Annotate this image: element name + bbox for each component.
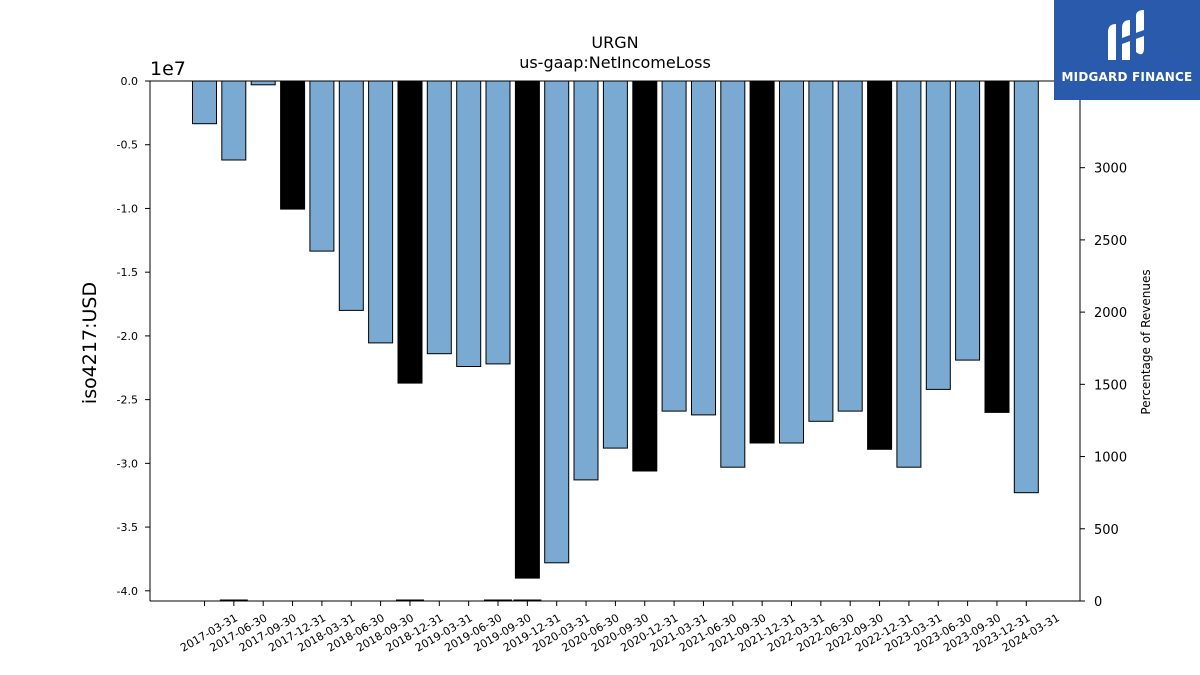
midgard-logo-icon xyxy=(1108,10,1144,60)
logo-text: MIDGARD FINANCE xyxy=(1061,70,1193,84)
y2-tick-label: 1500 xyxy=(1094,378,1127,393)
bar xyxy=(749,80,775,444)
bar xyxy=(426,80,452,355)
y-tick-label: -0.5 xyxy=(117,139,138,152)
bar xyxy=(602,80,628,449)
bar xyxy=(896,80,922,468)
bar xyxy=(632,80,658,472)
bar xyxy=(779,80,804,444)
y2-tick-label: 3000 xyxy=(1094,162,1127,177)
y-tick-label: -2.0 xyxy=(117,330,138,343)
bar xyxy=(192,80,217,125)
midgard-finance-logo: MIDGARD FINANCE xyxy=(1054,0,1200,100)
bar xyxy=(221,80,247,161)
y2-tick-label: 2500 xyxy=(1094,234,1127,249)
bar xyxy=(514,80,540,579)
bar xyxy=(456,80,482,367)
bar xyxy=(720,80,746,468)
bar xyxy=(808,80,834,422)
y-tick-label: -3.5 xyxy=(117,521,138,534)
bar xyxy=(485,80,511,365)
bar xyxy=(691,80,716,416)
bar xyxy=(955,80,981,361)
bar xyxy=(280,80,306,210)
bar xyxy=(544,80,570,564)
bar xyxy=(1013,80,1039,494)
bar xyxy=(309,80,335,252)
bar xyxy=(368,80,394,344)
y2-tick-label: 500 xyxy=(1094,523,1119,538)
bar xyxy=(925,80,951,390)
bar xyxy=(573,80,599,481)
y-tick-label: -1.0 xyxy=(117,202,138,215)
chart-subtitle: us-gaap:NetIncomeLoss xyxy=(519,53,711,72)
y-tick-label: -4.0 xyxy=(117,585,138,598)
y-axis-label: iso4217:USD xyxy=(79,282,101,404)
y2-axis-label: Percentage of Revenues xyxy=(1139,269,1153,414)
bar xyxy=(867,80,893,450)
chart-title: URGN xyxy=(591,33,638,52)
bar xyxy=(837,80,863,412)
y-tick-label: -1.5 xyxy=(117,266,138,279)
bar xyxy=(338,80,364,311)
bar xyxy=(984,80,1010,413)
bars-layer xyxy=(192,80,1039,579)
y-tick-label: 0.0 xyxy=(121,75,139,88)
bar xyxy=(397,80,423,384)
bar xyxy=(661,80,687,412)
y2-tick-label: 1000 xyxy=(1094,451,1127,466)
y-tick-label: -2.5 xyxy=(117,394,138,407)
y2-tick-label: 0 xyxy=(1094,595,1102,610)
bar xyxy=(250,80,276,86)
y-exponent-label: 1e7 xyxy=(150,58,186,80)
y-tick-label: -3.0 xyxy=(117,457,138,470)
y2-tick-label: 2000 xyxy=(1094,306,1127,321)
